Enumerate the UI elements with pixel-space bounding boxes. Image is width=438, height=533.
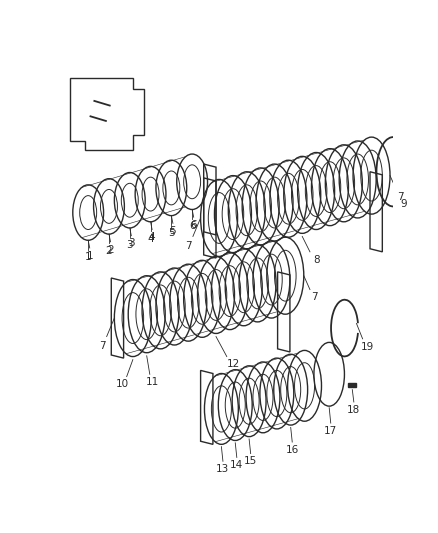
Text: 6: 6	[191, 220, 197, 230]
Text: 7: 7	[185, 241, 191, 251]
Text: 2: 2	[106, 246, 112, 256]
Text: 16: 16	[286, 445, 299, 455]
Text: 10: 10	[116, 379, 129, 389]
Text: 13: 13	[216, 464, 230, 474]
Text: 11: 11	[146, 377, 159, 387]
Text: 3: 3	[128, 238, 134, 248]
Text: 19: 19	[360, 342, 374, 352]
Text: 4: 4	[149, 232, 155, 242]
Text: 15: 15	[244, 456, 257, 466]
Text: 7: 7	[311, 292, 318, 302]
Text: 1: 1	[85, 252, 92, 262]
Text: 7: 7	[99, 341, 106, 351]
Text: 3: 3	[127, 240, 133, 250]
Text: 8: 8	[313, 255, 319, 264]
Text: 18: 18	[347, 405, 360, 415]
Text: 5: 5	[168, 228, 175, 238]
Text: 1: 1	[86, 251, 93, 261]
Text: 2: 2	[107, 245, 114, 255]
Text: 7: 7	[398, 192, 404, 202]
Text: 5: 5	[170, 226, 176, 236]
Text: 12: 12	[226, 359, 240, 369]
Text: 17: 17	[324, 426, 337, 436]
Text: 14: 14	[230, 460, 244, 470]
Text: 9: 9	[401, 199, 407, 209]
Text: 4: 4	[147, 234, 154, 244]
Text: 6: 6	[189, 221, 195, 231]
Polygon shape	[349, 383, 356, 387]
